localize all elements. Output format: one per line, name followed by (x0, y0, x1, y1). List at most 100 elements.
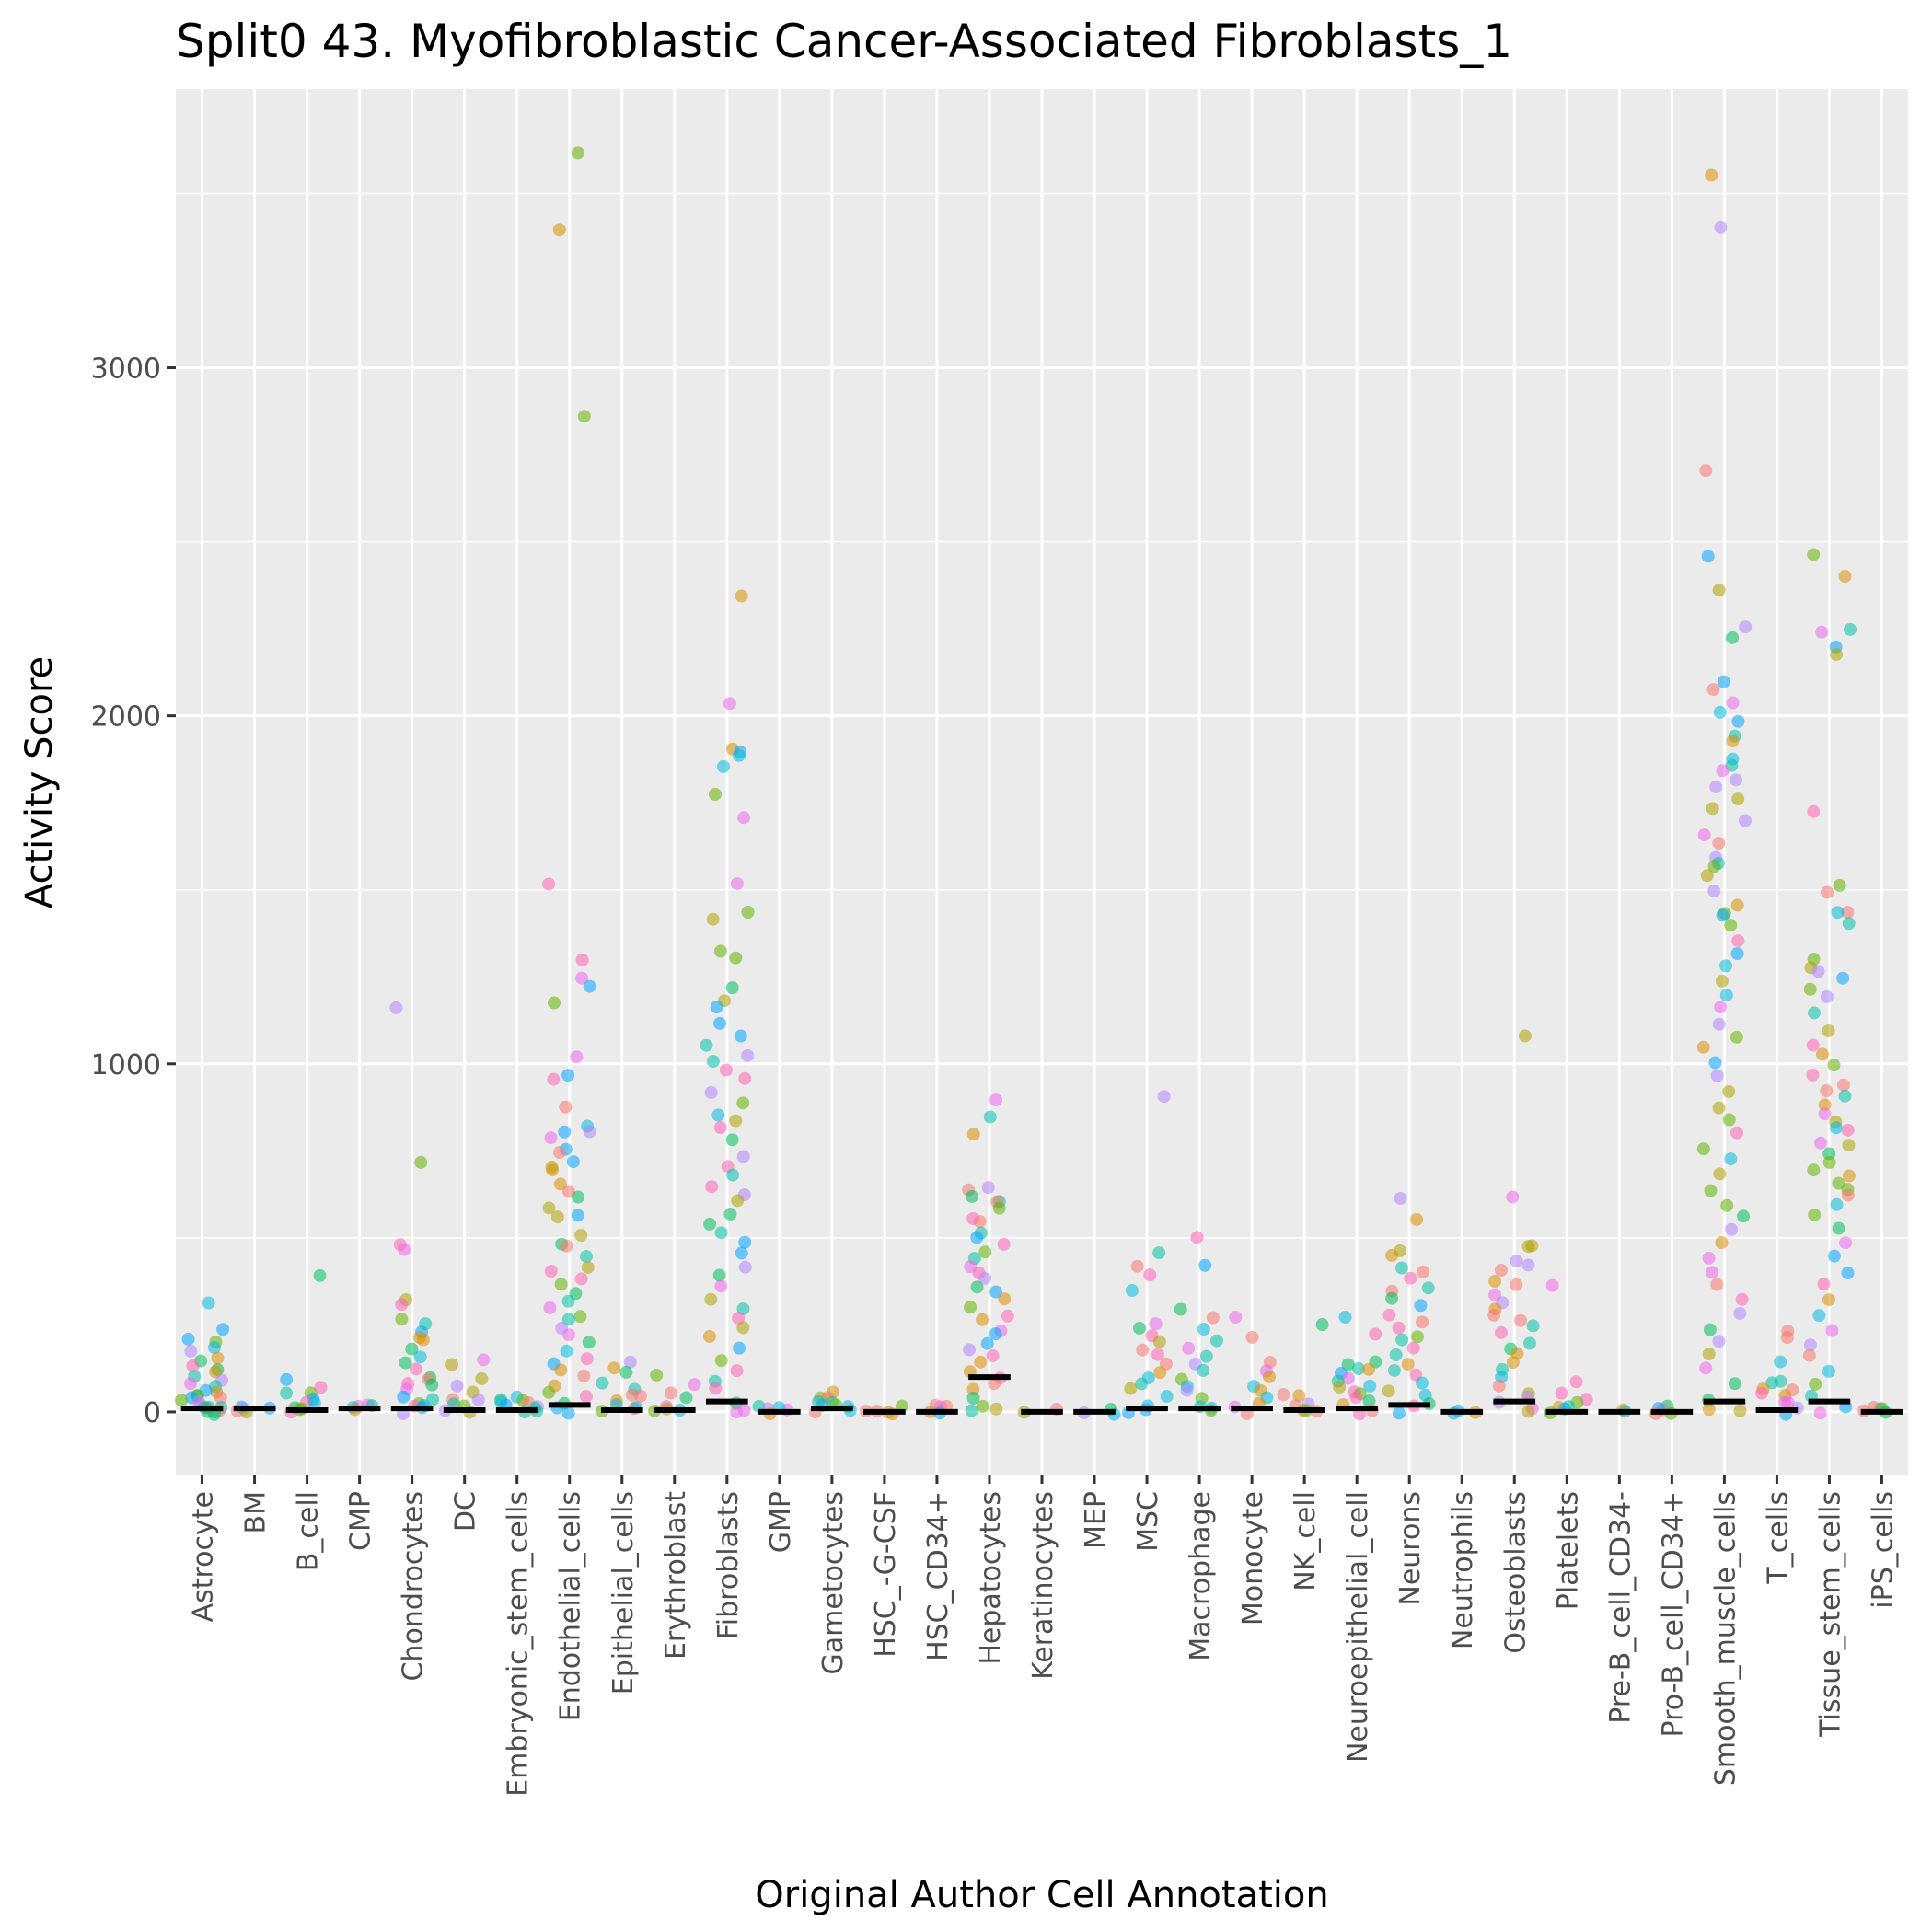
data-point (981, 1181, 995, 1195)
data-point (1197, 1363, 1210, 1377)
data-point (1392, 1321, 1406, 1335)
data-point (1733, 1306, 1747, 1320)
x-tick-label: HSC_CD34+ (922, 1491, 954, 1661)
data-point (399, 1356, 412, 1370)
data-point (1197, 1323, 1210, 1336)
data-point (214, 1391, 227, 1405)
data-point (1737, 1209, 1751, 1223)
data-point (397, 1390, 411, 1404)
data-point (1730, 898, 1744, 912)
data-point (1808, 1006, 1822, 1020)
x-tick-label: Endothelial_cells (555, 1491, 587, 1721)
data-point (416, 1333, 430, 1347)
data-point (729, 1114, 743, 1128)
data-point (1715, 974, 1729, 988)
data-point (542, 1201, 556, 1215)
data-point (414, 1155, 428, 1169)
data-point (577, 1369, 591, 1382)
data-point (738, 1260, 752, 1274)
data-point (553, 1177, 567, 1191)
data-point (1811, 965, 1825, 978)
data-point (1700, 869, 1714, 883)
data-point (714, 1279, 728, 1293)
data-point (1510, 1278, 1523, 1291)
data-point (425, 1378, 439, 1392)
data-point (583, 1125, 596, 1139)
data-point (1707, 885, 1721, 898)
data-point (1136, 1343, 1150, 1357)
data-point (1363, 1379, 1377, 1393)
data-point (705, 1180, 719, 1194)
data-point (973, 1215, 987, 1229)
x-tick-label: BM (240, 1491, 272, 1533)
data-point (1245, 1330, 1259, 1344)
data-point (1699, 464, 1713, 478)
data-point (1143, 1268, 1157, 1282)
y-tick-label: 0 (144, 1397, 161, 1429)
data-point (546, 1163, 560, 1177)
data-point (1715, 1236, 1729, 1250)
data-point (1569, 1375, 1583, 1389)
data-point (174, 1394, 188, 1407)
data-point (1822, 1364, 1835, 1378)
data-point (560, 1239, 573, 1253)
data-point (988, 1377, 1001, 1391)
data-point (1731, 714, 1745, 728)
data-point (1697, 828, 1711, 842)
y-tick-label: 1000 (91, 1049, 161, 1082)
data-point (581, 1260, 595, 1274)
data-point (1487, 1308, 1501, 1322)
data-point (1806, 1068, 1820, 1082)
x-tick-label: Osteoblasts (1499, 1491, 1532, 1654)
data-point (1706, 1266, 1719, 1279)
data-point (1822, 1024, 1835, 1037)
data-point (731, 1194, 745, 1208)
data-point (216, 1323, 230, 1336)
data-point (544, 1131, 558, 1145)
data-point (1818, 1107, 1832, 1121)
data-point (1506, 1356, 1520, 1370)
data-point (1362, 1394, 1376, 1408)
data-point (733, 748, 746, 762)
data-point (733, 1341, 746, 1355)
data-point (989, 1285, 1002, 1299)
data-point (1820, 989, 1834, 1003)
data-point (1514, 1313, 1528, 1327)
data-point (1494, 1325, 1508, 1339)
data-point (574, 1272, 588, 1286)
data-point (725, 1133, 739, 1147)
data-point (1421, 1281, 1435, 1295)
data-point (580, 1352, 594, 1366)
data-point (978, 1271, 992, 1285)
data-point (1822, 1155, 1836, 1169)
data-point (1841, 1188, 1855, 1202)
data-point (963, 1343, 977, 1357)
data-point (704, 1292, 718, 1306)
data-point (992, 1201, 1006, 1215)
x-tick-label: DC (450, 1491, 482, 1532)
data-point (1827, 1249, 1841, 1263)
data-point (1521, 1405, 1535, 1418)
data-point (561, 1406, 575, 1420)
data-point (1833, 878, 1846, 892)
data-point (1708, 1056, 1722, 1070)
data-point (738, 1071, 752, 1085)
data-point (413, 1350, 427, 1364)
data-point (1836, 971, 1850, 985)
x-tick-label: Epithelial_cells (607, 1491, 640, 1695)
data-point (730, 877, 744, 891)
data-point (1707, 860, 1721, 873)
data-point (1702, 1403, 1716, 1417)
data-point (1719, 959, 1733, 973)
data-point (1157, 1090, 1171, 1104)
data-point (1730, 1030, 1743, 1044)
data-point (702, 1329, 716, 1343)
data-point (1722, 1084, 1736, 1098)
data-point (1392, 1406, 1406, 1420)
data-point (583, 979, 596, 993)
data-point (1803, 1338, 1817, 1352)
data-point (1351, 1362, 1365, 1376)
data-point (719, 1063, 733, 1077)
data-point (723, 697, 736, 711)
